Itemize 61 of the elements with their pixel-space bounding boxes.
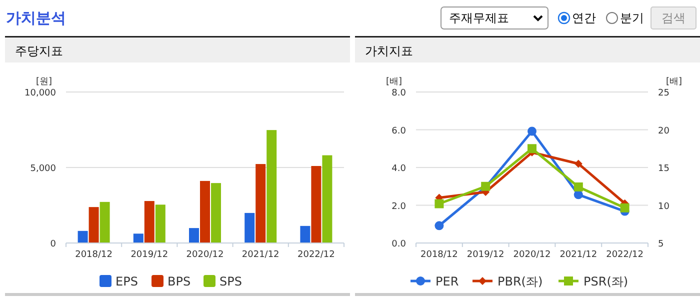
- y-tick-label: 2.0: [392, 202, 406, 212]
- point: [574, 160, 582, 168]
- point: [528, 126, 536, 136]
- bar: [322, 155, 332, 243]
- y-axis-title: [원]: [36, 77, 52, 87]
- x-tick-label: 2019/12: [466, 250, 504, 260]
- bar: [200, 180, 210, 243]
- bar: [256, 164, 266, 243]
- y-tick-label: 6.0: [392, 126, 406, 136]
- chart-title: 주당지표: [15, 44, 63, 58]
- x-tick-label: 2021/12: [560, 250, 598, 260]
- y-tick-label: 8.0: [392, 88, 406, 98]
- x-tick-label: 2019/12: [130, 250, 168, 260]
- y2-tick-label: 20: [658, 126, 670, 136]
- y2-tick-label: 15: [658, 164, 670, 174]
- x-tick-label: 2018/12: [75, 250, 112, 260]
- point: [434, 199, 444, 208]
- bar: [133, 234, 144, 243]
- dropdown: 주재무제표: [440, 6, 548, 30]
- bar: [155, 204, 166, 243]
- text: 가치분석: [6, 9, 66, 27]
- point: [528, 144, 536, 154]
- y2-tick-label: 5: [658, 240, 664, 250]
- x-tick-label: 2018/12: [420, 250, 458, 260]
- legend-label: SPS: [220, 274, 242, 288]
- y-tick-label: 10,000: [24, 88, 56, 98]
- bar: [88, 207, 99, 243]
- chart-title: 가치지표: [365, 44, 413, 58]
- search-button: 검색: [650, 6, 696, 30]
- x-tick-label: 2020/12: [186, 250, 224, 260]
- x-tick-label: 2021/12: [242, 250, 280, 260]
- legend-label: PBR(좌): [498, 274, 543, 288]
- bar: [189, 228, 199, 243]
- y-tick-label: 0: [50, 240, 56, 250]
- x-tick-label: 2022/12: [606, 250, 644, 260]
- y2-tick-label: 10: [658, 202, 670, 212]
- legend-label: BPS: [168, 274, 191, 288]
- bar: [144, 201, 154, 243]
- text: 분기: [620, 11, 644, 25]
- bar: [211, 183, 221, 243]
- bar: [300, 226, 310, 243]
- x-tick-label: 2022/12: [298, 250, 335, 260]
- bar: [78, 230, 88, 243]
- bar: [244, 212, 255, 243]
- y-axis-title: [배]: [386, 77, 402, 87]
- legend-label: PER: [436, 274, 459, 288]
- point: [434, 221, 444, 230]
- bar: [311, 166, 322, 243]
- y-tick-label: 0.0: [392, 240, 406, 250]
- legend-label: EPS: [116, 274, 138, 288]
- x-tick-label: 2020/12: [513, 250, 551, 260]
- text: 연간: [572, 11, 596, 25]
- y-tick-label: 4.0: [392, 164, 406, 174]
- y2-tick-label: 25: [658, 88, 670, 98]
- point: [574, 182, 583, 192]
- legend-label: PSR(좌): [584, 274, 628, 288]
- bar: [266, 130, 277, 243]
- y2-axis-title: [배]: [666, 77, 682, 87]
- y-tick-label: 5,000: [30, 164, 56, 174]
- point: [620, 203, 630, 212]
- bar: [100, 202, 110, 243]
